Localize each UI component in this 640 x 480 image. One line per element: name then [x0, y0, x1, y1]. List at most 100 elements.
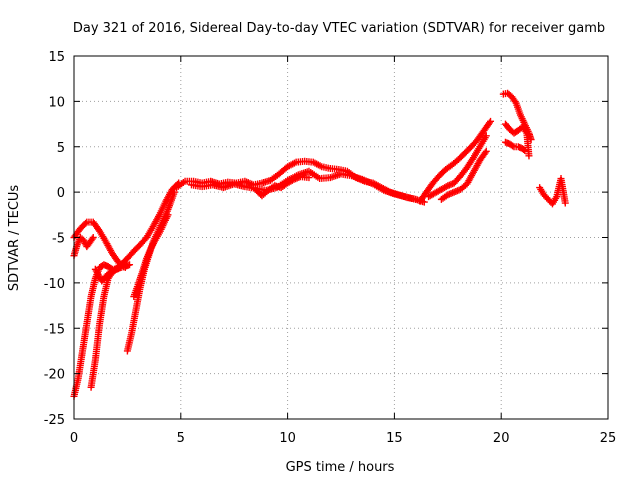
series-fill-arc-1: [71, 218, 128, 270]
series-fill-segment: [75, 349, 86, 380]
series-fill-segment: [505, 90, 514, 100]
series-fill-segment: [471, 145, 483, 160]
series-fill-segment: [125, 249, 137, 261]
series-fill-segment: [507, 127, 517, 136]
x-tick-label: 20: [493, 431, 510, 446]
series-fill-segment: [99, 271, 111, 284]
series-fill-segment: [87, 358, 99, 389]
series-fill-segment: [103, 240, 116, 256]
series-fill-segment: [137, 235, 149, 247]
series-fill-segment: [516, 143, 525, 152]
series-fill-arc-16: [503, 139, 528, 153]
series-fill-segment: [328, 165, 341, 173]
series-fill-segment: [211, 181, 226, 191]
y-tick-label: -15: [44, 322, 65, 337]
series-fill-segment: [96, 295, 108, 326]
series-fill-segment: [452, 186, 463, 195]
series-fill-segment: [337, 166, 349, 175]
series-fill-segment: [462, 144, 474, 156]
series-fill-segment: [135, 270, 146, 287]
series-fill-segment: [161, 213, 171, 226]
series-fill-segment: [303, 157, 315, 166]
series-fill-segment: [403, 193, 418, 203]
series-fill-segment: [458, 181, 469, 192]
series-fill-segment: [507, 141, 517, 150]
data-points: [70, 89, 569, 400]
series-fill-arc-12: [426, 134, 489, 200]
series-fill-segment: [470, 158, 483, 174]
series-fill-segment: [443, 162, 454, 172]
x-tick-label: 5: [177, 431, 185, 446]
series-fill-segment: [156, 199, 169, 217]
series-fill-segment: [74, 235, 84, 247]
series-fill-segment: [243, 183, 257, 192]
series-fill-segment: [90, 220, 103, 234]
series-fill-segment: [477, 134, 489, 149]
series-fill-segment: [320, 163, 332, 172]
series-fill-segment: [360, 176, 375, 187]
series-fill-segment: [85, 218, 95, 226]
y-tick-label: -25: [44, 413, 65, 428]
series-fill-segment: [92, 322, 103, 362]
series-fill-segment: [458, 165, 470, 178]
series-fill-segment: [112, 262, 123, 272]
series-fill-segment: [243, 178, 256, 188]
series-fill-segment: [97, 262, 106, 271]
series-fill-segment: [163, 187, 175, 204]
series-fill-segment: [80, 238, 90, 249]
series-fill-segment: [276, 164, 290, 177]
x-axis-label: GPS time / hours: [286, 460, 395, 475]
series-fill-segment: [100, 276, 112, 298]
series-fill-segment: [124, 331, 135, 353]
series-fill-segment: [252, 180, 264, 188]
series-fill-segment: [79, 322, 90, 353]
series-fill-arc-5: [92, 180, 181, 284]
series-fill-segment: [451, 173, 463, 186]
series-fill-segment: [445, 180, 457, 189]
series-fill-segment: [101, 261, 111, 270]
series-fill-segment: [439, 192, 450, 202]
series-fill-segment: [464, 155, 476, 170]
series-fill-segment: [123, 261, 132, 270]
series-fill-segment: [311, 159, 324, 170]
series-fill-segment: [477, 149, 489, 163]
series-fill-arc-13: [439, 149, 489, 202]
series-fill-segment: [106, 266, 117, 277]
data-point: [80, 236, 88, 244]
series-fill-segment: [417, 190, 429, 204]
series-fill-arc-7: [131, 213, 171, 299]
series-fill-segment: [509, 94, 519, 106]
series-fill-segment: [318, 174, 332, 182]
series-fill-segment: [456, 150, 468, 162]
series-fill-arc-10: [253, 173, 311, 198]
series-fill-segment: [150, 212, 163, 229]
series-fill-arc-8: [174, 157, 427, 206]
series-fill-segment: [439, 183, 450, 192]
series-fill-segment: [139, 256, 150, 274]
series-fill-segment: [481, 119, 493, 133]
y-tick-label: 0: [57, 186, 65, 201]
series-fill-segment: [339, 170, 354, 179]
series-fill-segment: [464, 170, 477, 186]
series-fill-segment: [541, 192, 551, 202]
series-fill-segment: [292, 173, 303, 183]
series-fill-segment: [234, 178, 247, 187]
series-fill-segment: [557, 177, 569, 205]
series-fill-segment: [131, 283, 141, 299]
series-fill-segment: [167, 190, 178, 206]
series-fill-segment: [546, 197, 555, 206]
series-fill-segment: [550, 194, 560, 206]
y-tick-label: -5: [52, 232, 65, 247]
series-fill-segment: [110, 251, 122, 265]
series-fill-segment: [106, 263, 115, 272]
chart-title: Day 321 of 2016, Sidereal Day-to-day VTE…: [73, 21, 605, 36]
series-fill-segment: [200, 178, 213, 187]
series-fill-segment: [88, 276, 99, 298]
series-fill-arc-17: [537, 177, 569, 206]
series-fill-segment: [433, 186, 444, 196]
series-fill-segment: [328, 171, 343, 181]
series-fill-segment: [118, 256, 130, 267]
axis-ticks: 0 5 10 15 20 25 15 10 5 0 -5 -10 -15 -20 -25: [44, 50, 617, 446]
series-fill-segment: [266, 183, 277, 193]
